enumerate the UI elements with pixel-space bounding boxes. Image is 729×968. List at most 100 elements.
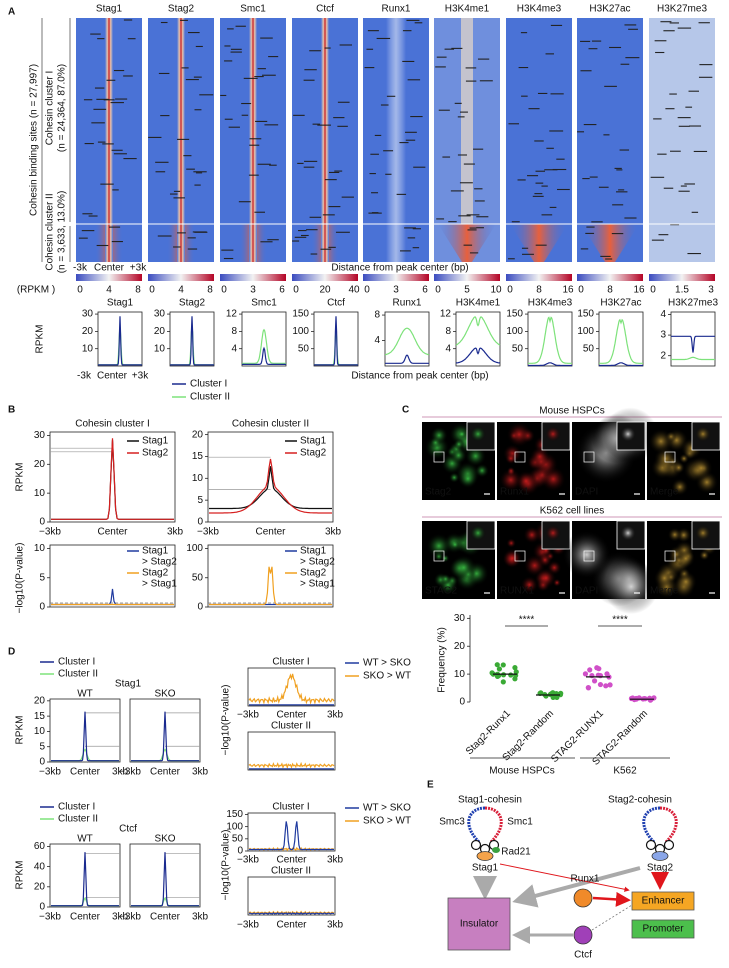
micrograph-signal	[464, 445, 487, 467]
x-tick-label: +3k	[132, 371, 149, 382]
y-tick-label: 20	[82, 326, 94, 337]
colorbar	[506, 274, 572, 281]
significance: ****	[612, 615, 628, 626]
smc-arm	[484, 806, 503, 844]
plot-title: Cluster II	[271, 721, 311, 732]
dot	[500, 679, 506, 685]
stag-subunit	[476, 851, 494, 861]
heatmap-title: Smc1	[240, 4, 266, 15]
rad21-subunit	[492, 847, 500, 853]
axis-title: RPKM	[15, 463, 26, 492]
profile-title: H3K27me3	[668, 298, 718, 309]
legend-label: WT > SKO	[363, 803, 411, 814]
x-tick-label: 3kb	[112, 767, 129, 778]
plot-frame	[384, 311, 430, 367]
group-label: K562	[613, 766, 637, 777]
plot-title: Cluster I	[272, 657, 309, 668]
x-tick-label: Center	[150, 767, 181, 778]
y-tick-label: 15	[34, 711, 46, 722]
y-tick-label: 8	[445, 326, 451, 337]
x-tick-label: Center	[255, 527, 286, 538]
micrograph-roi	[583, 451, 595, 463]
plot-frame	[247, 876, 336, 916]
dot	[550, 694, 556, 701]
legend-label: Stag1	[300, 436, 327, 447]
plot-frame	[313, 311, 359, 367]
x-tick-label: 3kb	[112, 912, 129, 923]
profile-curve	[242, 346, 286, 365]
panel-label: B	[8, 405, 15, 416]
dot	[500, 662, 506, 668]
smc-arm	[467, 806, 486, 844]
y-tick-label: 20	[154, 326, 166, 337]
micrograph-signal	[545, 525, 561, 541]
micrograph-signal	[653, 567, 676, 589]
micrograph-signal	[523, 526, 541, 544]
profile-title: Stag1	[107, 298, 134, 309]
y-tick-label: 60	[34, 841, 46, 852]
heatmap-title: Runx1	[382, 4, 411, 15]
colorbar	[649, 274, 715, 281]
element-box	[631, 919, 695, 939]
axis-title: Frequency (%)	[437, 627, 448, 693]
condition-label: WT	[77, 834, 93, 845]
colorbar-tick: 0	[293, 285, 299, 296]
profile-curve	[131, 748, 199, 762]
profile-curve	[209, 458, 332, 514]
heatmap-glow	[581, 224, 639, 262]
x-tick-label: -3k	[73, 263, 88, 274]
smc-arm	[659, 806, 678, 844]
y-tick-label: 10	[454, 669, 466, 680]
row-title: K562 cell lines	[540, 506, 604, 517]
y-tick-label: 0	[39, 517, 45, 528]
subunit-label: Smc3	[439, 817, 465, 828]
x-tick-label: −3kb	[39, 767, 61, 778]
dot	[554, 694, 560, 701]
legend-label: > Stag2	[300, 557, 335, 568]
micrograph-signal	[499, 468, 523, 492]
arrow	[592, 891, 631, 907]
profile-curve	[131, 852, 199, 907]
micrograph-roi	[664, 550, 676, 562]
axis-title: Distance from peak center (bp)	[331, 263, 468, 274]
x-tick-label: Center	[276, 920, 307, 931]
axis-title: RPKM	[35, 325, 46, 354]
colorbar-tick: 8	[607, 285, 613, 296]
dot	[496, 666, 502, 672]
x-tick-label: -3k	[77, 371, 92, 382]
smc-head	[470, 839, 482, 851]
colorbar-tick: 4	[178, 285, 184, 296]
y-tick-label: 30	[82, 309, 94, 320]
colorbar-tick: 0	[650, 285, 656, 296]
y-tick-label: 12	[226, 309, 238, 320]
micrograph-signal	[676, 549, 696, 568]
profile-curve	[248, 673, 335, 705]
dot	[594, 665, 600, 671]
colorbar	[220, 274, 286, 281]
y-tick-label: 0	[459, 697, 465, 708]
factor-node	[573, 888, 593, 908]
plot-frame	[49, 544, 176, 608]
y-tick-label: 150	[226, 809, 243, 820]
y-tick-label: 50	[192, 572, 204, 583]
group-label: Mouse HSPCs	[489, 766, 555, 777]
condition-label: WT	[77, 689, 93, 700]
y-tick-label: 0	[197, 602, 203, 613]
profile-curve	[249, 821, 334, 851]
colorbar	[76, 274, 142, 281]
channel-label: Merge	[650, 487, 679, 498]
profile-curve	[671, 335, 715, 353]
smc-head	[663, 839, 675, 851]
cluster-label: (n = 24,364, 87.0%)	[57, 64, 68, 152]
y-tick-label: 150	[506, 309, 523, 320]
factor-node	[573, 925, 593, 945]
profile-curve	[51, 711, 119, 762]
colorbar-unit: (RPKM )	[17, 285, 55, 296]
micrograph-signal	[426, 533, 452, 559]
micrograph-roi	[664, 451, 676, 463]
x-tick-label: −3kb	[237, 920, 259, 931]
heatmap-stripe	[105, 18, 113, 262]
plot-title: Cluster I	[272, 802, 309, 813]
cluster-label: Cohesin cluster I	[45, 71, 56, 145]
plot-frame	[49, 698, 121, 763]
